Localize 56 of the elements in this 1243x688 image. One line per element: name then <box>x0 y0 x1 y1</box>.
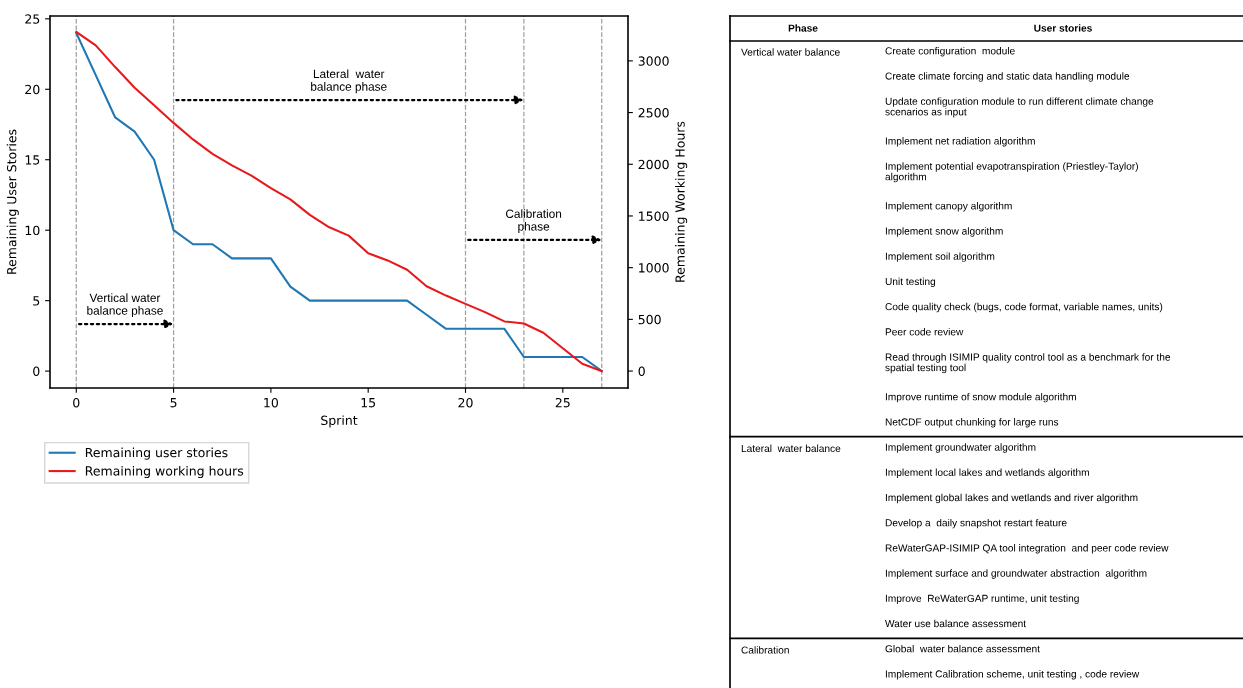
text: Lateral water balance <box>741 444 841 453</box>
y-axis-title: Remaining User Stories <box>6 129 19 274</box>
text: Unit testing <box>885 277 936 288</box>
y2-tick-label: 1000 <box>639 263 669 273</box>
text: Phase <box>788 24 818 32</box>
text: Create climate forcing and static data handling module <box>885 72 1130 82</box>
x-tick-label: 15 <box>361 398 376 408</box>
annotation: Calibration phase <box>506 209 562 233</box>
text: Implement snow algorithm <box>885 227 1003 237</box>
x-tick-label: 25 <box>555 397 570 408</box>
y-tick-label: 20 <box>25 84 40 95</box>
y2-tick-label: 0 <box>638 366 645 376</box>
text: ReWaterGAP-ISIMIP QA tool integration and peer code review <box>885 544 1169 554</box>
x-tick-label: 0 <box>73 397 80 408</box>
x-tick-label: 5 <box>170 398 177 408</box>
text: Implement global lakes and wetlands and river algorithm <box>885 493 1138 504</box>
text: User stories <box>1034 24 1092 32</box>
y-tick-label: 15 <box>25 155 40 165</box>
text: Update configuration module to run different climate change scenarios as input <box>885 97 1154 118</box>
legend-label: Remaining working hours <box>85 465 244 479</box>
text: Create configuration module <box>885 47 1015 57</box>
text: Implement local lakes and wetlands algorithm <box>885 468 1089 478</box>
y2-tick-label: 1500 <box>639 211 669 221</box>
text: Vertical water balance <box>741 48 840 56</box>
x-tick-label: 20 <box>458 397 473 408</box>
y2-tick-label: 2000 <box>638 159 669 170</box>
annotation: Lateral water balance phase <box>311 69 387 94</box>
text: Improve runtime of snow module algorithm <box>885 392 1076 403</box>
y2-tick-label: 500 <box>638 314 661 325</box>
text: Peer code review <box>885 328 964 336</box>
y-tick-label: 25 <box>25 14 40 24</box>
text: Implement potential evapotranspiration (Priestley-Taylor) algorithm <box>885 162 1138 183</box>
x-axis-title: Sprint <box>321 415 358 428</box>
legend-label: Remaining user stories <box>85 447 228 460</box>
text: Improve ReWaterGAP runtime, unit testing <box>885 594 1079 604</box>
text: Implement groundwater algorithm <box>885 443 1036 453</box>
y2-tick-label: 2500 <box>638 108 669 118</box>
y2-axis-title: Remaining Working Hours <box>675 121 688 282</box>
text: Read through ISIMIP quality control tool as a benchmark for the spatial testing tool <box>885 353 1171 374</box>
text: Develop a daily snapshot restart feature <box>885 518 1067 529</box>
y-tick-label: 10 <box>25 225 40 236</box>
text: Calibration <box>741 646 789 654</box>
text: Implement Calibration scheme, unit testing , code review <box>885 670 1140 680</box>
text: Water use balance assessment <box>885 619 1026 628</box>
y-tick-label: 0 <box>33 366 40 377</box>
text: Implement surface and groundwater abstraction algorithm <box>885 569 1147 579</box>
text: Global water balance assessment <box>885 644 1040 653</box>
text: NetCDF output chunking for large runs <box>885 418 1059 428</box>
y-tick-label: 5 <box>33 296 40 306</box>
text: Implement canopy algorithm <box>885 202 1012 212</box>
text: Implement net radiation algorithm <box>885 137 1035 147</box>
text: Code quality check (bugs, code format, variable names, units) <box>885 302 1163 313</box>
annotation: Vertical water balance phase <box>87 293 163 318</box>
y2-tick-label: 3000 <box>638 56 669 66</box>
x-tick-label: 10 <box>264 397 279 408</box>
text: Implement soil algorithm <box>885 252 995 262</box>
